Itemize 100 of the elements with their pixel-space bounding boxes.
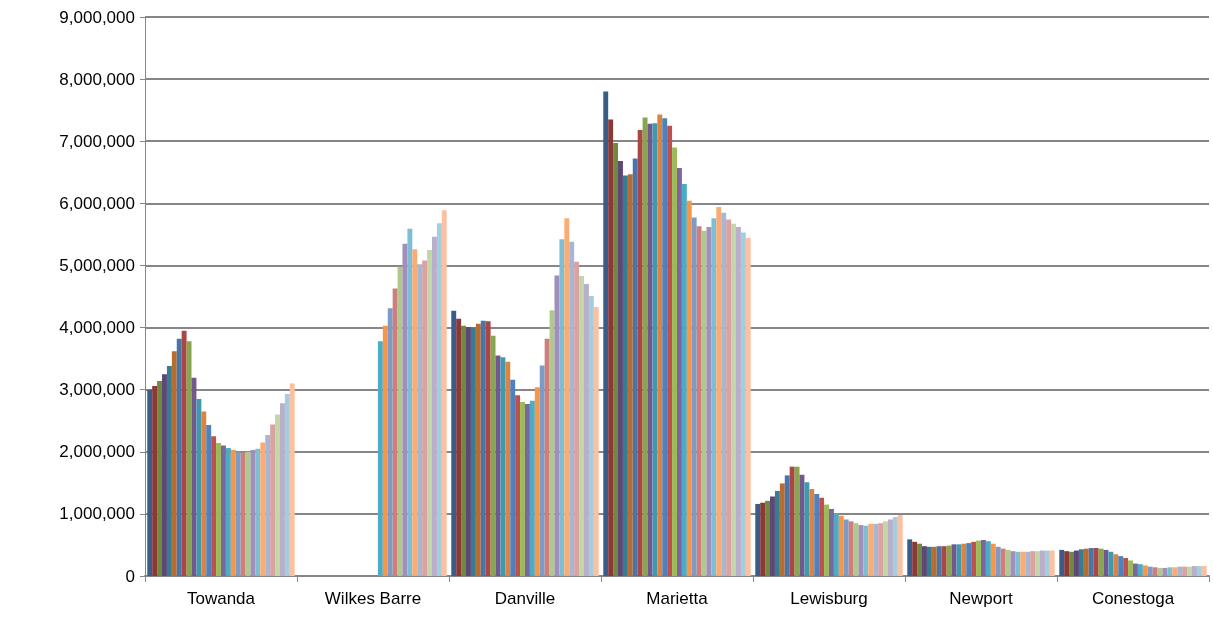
bar <box>740 232 746 576</box>
bar <box>1069 551 1075 576</box>
bar <box>667 125 673 576</box>
bar <box>1015 551 1021 576</box>
bar <box>804 482 810 576</box>
bar <box>863 525 869 576</box>
y-tick-label: 6,000,000 <box>59 193 135 213</box>
y-tick-label: 8,000,000 <box>59 69 135 89</box>
bar <box>726 219 732 576</box>
y-tick-label: 2,000,000 <box>59 442 135 462</box>
bar <box>897 515 903 576</box>
bar <box>579 276 584 576</box>
y-tick-label: 1,000,000 <box>59 504 135 524</box>
bar <box>716 207 722 576</box>
bar <box>1025 551 1031 576</box>
bar <box>186 341 192 576</box>
bar <box>789 466 795 576</box>
bar <box>1039 550 1045 576</box>
bar <box>260 442 266 576</box>
bar <box>1010 551 1016 576</box>
bar <box>211 436 217 576</box>
bar <box>554 275 560 576</box>
bar <box>917 543 923 576</box>
bar <box>765 500 771 576</box>
bar <box>632 158 638 576</box>
bar <box>1167 567 1173 576</box>
bar <box>588 295 594 576</box>
bar <box>1064 551 1070 576</box>
bar <box>1191 566 1197 576</box>
bar <box>995 546 1001 576</box>
bar <box>485 321 491 576</box>
bar <box>887 519 893 576</box>
bar <box>569 241 575 576</box>
y-tick-label: 0 <box>125 566 135 586</box>
x-tick-label: Marietta <box>646 589 709 608</box>
bar <box>230 449 236 576</box>
bar <box>1177 566 1183 576</box>
bar <box>711 218 717 576</box>
bar <box>392 288 398 576</box>
bar <box>181 330 187 576</box>
bar <box>1098 548 1104 576</box>
x-tick-label: Wilkes Barre <box>324 589 422 608</box>
bar <box>608 119 614 576</box>
bar <box>1000 548 1006 576</box>
bar <box>981 539 986 576</box>
y-tick-label: 4,000,000 <box>59 318 135 338</box>
bar <box>721 212 727 576</box>
bar <box>480 320 486 576</box>
bar <box>662 118 668 576</box>
bar <box>152 385 158 576</box>
bar <box>936 546 942 576</box>
bar <box>240 452 246 576</box>
bar <box>176 338 182 576</box>
bar <box>225 448 231 576</box>
bar <box>848 521 854 576</box>
bar <box>1078 549 1084 576</box>
bar <box>779 483 785 576</box>
bar <box>387 308 393 576</box>
bar <box>147 389 153 576</box>
bar <box>613 143 619 576</box>
bar <box>1083 548 1089 576</box>
bar <box>1035 551 1040 576</box>
bar <box>1187 566 1192 576</box>
bar <box>1152 567 1158 576</box>
bar <box>525 403 530 576</box>
bar <box>456 318 462 576</box>
bar <box>1108 551 1114 576</box>
bar <box>731 223 736 576</box>
bar <box>990 543 996 576</box>
bar <box>1074 550 1079 576</box>
bar <box>529 400 535 576</box>
bar <box>912 541 918 576</box>
bar <box>436 223 442 576</box>
y-tick-label: 3,000,000 <box>59 380 135 400</box>
bar <box>407 228 413 576</box>
bar <box>843 519 849 576</box>
bar <box>534 387 540 576</box>
bar <box>1093 548 1099 576</box>
bar <box>466 326 471 576</box>
bar <box>627 174 633 576</box>
bar <box>171 351 177 576</box>
bar <box>1044 550 1050 576</box>
bar <box>583 284 589 576</box>
x-tick-label: Conestoga <box>1091 589 1175 608</box>
bar <box>275 414 280 576</box>
bar <box>265 435 271 576</box>
bar <box>221 445 226 576</box>
bar <box>564 218 570 576</box>
bar <box>500 357 506 576</box>
bar <box>475 323 481 576</box>
bar <box>961 543 967 576</box>
bar <box>652 123 658 576</box>
bar <box>1118 556 1124 576</box>
bar <box>868 523 874 576</box>
bar <box>622 175 628 576</box>
bar <box>971 541 977 576</box>
bar <box>858 525 864 576</box>
y-tick-label: 9,000,000 <box>59 7 135 27</box>
bar <box>1201 566 1207 576</box>
bar <box>677 167 682 576</box>
